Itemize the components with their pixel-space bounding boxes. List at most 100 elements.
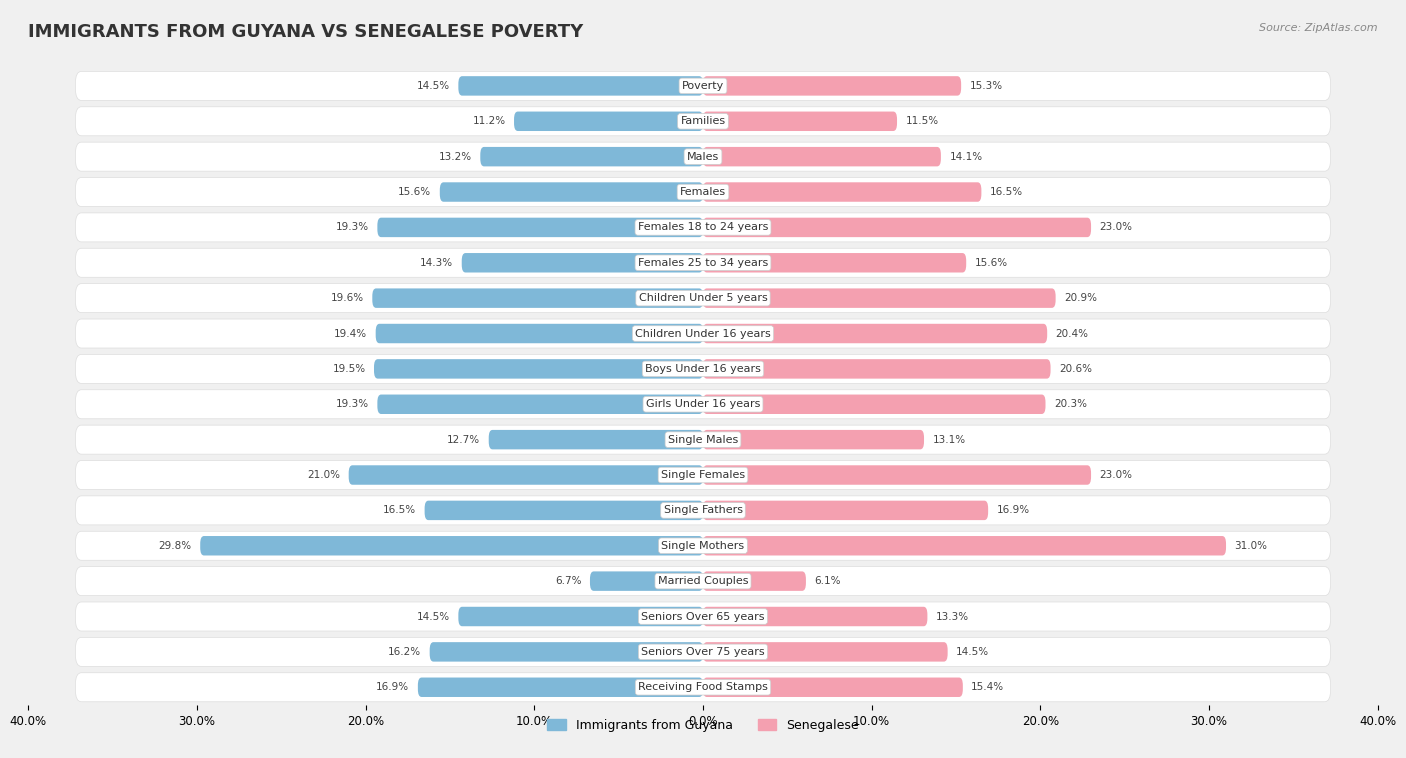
FancyBboxPatch shape: [703, 218, 1091, 237]
Text: Single Males: Single Males: [668, 434, 738, 445]
Text: Source: ZipAtlas.com: Source: ZipAtlas.com: [1260, 23, 1378, 33]
FancyBboxPatch shape: [703, 642, 948, 662]
FancyBboxPatch shape: [76, 355, 1330, 384]
Text: 6.1%: 6.1%: [814, 576, 841, 586]
Legend: Immigrants from Guyana, Senegalese: Immigrants from Guyana, Senegalese: [541, 714, 865, 737]
FancyBboxPatch shape: [76, 71, 1330, 100]
FancyBboxPatch shape: [458, 76, 703, 96]
FancyBboxPatch shape: [461, 253, 703, 273]
Text: 20.6%: 20.6%: [1059, 364, 1092, 374]
FancyBboxPatch shape: [76, 673, 1330, 702]
Text: 20.3%: 20.3%: [1054, 399, 1087, 409]
Text: Single Fathers: Single Fathers: [664, 506, 742, 515]
FancyBboxPatch shape: [76, 143, 1330, 171]
FancyBboxPatch shape: [703, 572, 806, 591]
FancyBboxPatch shape: [440, 183, 703, 202]
Text: 15.4%: 15.4%: [972, 682, 1004, 692]
FancyBboxPatch shape: [377, 395, 703, 414]
FancyBboxPatch shape: [703, 501, 988, 520]
FancyBboxPatch shape: [703, 253, 966, 273]
FancyBboxPatch shape: [591, 572, 703, 591]
Text: 16.5%: 16.5%: [990, 187, 1024, 197]
Text: 16.9%: 16.9%: [997, 506, 1029, 515]
Text: 19.5%: 19.5%: [332, 364, 366, 374]
Text: 15.6%: 15.6%: [398, 187, 432, 197]
Text: Seniors Over 75 years: Seniors Over 75 years: [641, 647, 765, 657]
FancyBboxPatch shape: [703, 324, 1047, 343]
FancyBboxPatch shape: [76, 567, 1330, 596]
Text: 13.1%: 13.1%: [932, 434, 966, 445]
FancyBboxPatch shape: [200, 536, 703, 556]
Text: IMMIGRANTS FROM GUYANA VS SENEGALESE POVERTY: IMMIGRANTS FROM GUYANA VS SENEGALESE POV…: [28, 23, 583, 41]
FancyBboxPatch shape: [76, 602, 1330, 631]
FancyBboxPatch shape: [458, 606, 703, 626]
Text: 13.2%: 13.2%: [439, 152, 472, 161]
Text: 29.8%: 29.8%: [159, 540, 191, 551]
Text: 15.3%: 15.3%: [970, 81, 1002, 91]
FancyBboxPatch shape: [703, 111, 897, 131]
Text: 20.9%: 20.9%: [1064, 293, 1097, 303]
FancyBboxPatch shape: [76, 425, 1330, 454]
Text: Single Mothers: Single Mothers: [661, 540, 745, 551]
Text: 19.4%: 19.4%: [335, 328, 367, 339]
FancyBboxPatch shape: [703, 678, 963, 697]
FancyBboxPatch shape: [76, 177, 1330, 206]
Text: 11.2%: 11.2%: [472, 116, 506, 127]
Text: Single Females: Single Females: [661, 470, 745, 480]
Text: Married Couples: Married Couples: [658, 576, 748, 586]
Text: 16.5%: 16.5%: [382, 506, 416, 515]
FancyBboxPatch shape: [703, 395, 1046, 414]
Text: 11.5%: 11.5%: [905, 116, 939, 127]
FancyBboxPatch shape: [703, 465, 1091, 485]
FancyBboxPatch shape: [76, 319, 1330, 348]
Text: Girls Under 16 years: Girls Under 16 years: [645, 399, 761, 409]
FancyBboxPatch shape: [373, 289, 703, 308]
FancyBboxPatch shape: [418, 678, 703, 697]
Text: 14.5%: 14.5%: [956, 647, 990, 657]
FancyBboxPatch shape: [703, 430, 924, 449]
Text: Poverty: Poverty: [682, 81, 724, 91]
FancyBboxPatch shape: [76, 213, 1330, 242]
Text: Children Under 16 years: Children Under 16 years: [636, 328, 770, 339]
Text: 19.3%: 19.3%: [336, 399, 368, 409]
Text: 12.7%: 12.7%: [447, 434, 481, 445]
Text: Seniors Over 65 years: Seniors Over 65 years: [641, 612, 765, 622]
Text: 21.0%: 21.0%: [308, 470, 340, 480]
FancyBboxPatch shape: [76, 390, 1330, 418]
FancyBboxPatch shape: [703, 76, 962, 96]
FancyBboxPatch shape: [76, 107, 1330, 136]
FancyBboxPatch shape: [374, 359, 703, 379]
Text: 23.0%: 23.0%: [1099, 470, 1132, 480]
FancyBboxPatch shape: [703, 289, 1056, 308]
FancyBboxPatch shape: [76, 461, 1330, 490]
Text: Boys Under 16 years: Boys Under 16 years: [645, 364, 761, 374]
FancyBboxPatch shape: [76, 283, 1330, 312]
Text: 16.2%: 16.2%: [388, 647, 422, 657]
FancyBboxPatch shape: [481, 147, 703, 167]
FancyBboxPatch shape: [349, 465, 703, 485]
Text: 14.3%: 14.3%: [420, 258, 453, 268]
FancyBboxPatch shape: [76, 637, 1330, 666]
Text: 20.4%: 20.4%: [1056, 328, 1088, 339]
Text: 31.0%: 31.0%: [1234, 540, 1267, 551]
FancyBboxPatch shape: [375, 324, 703, 343]
FancyBboxPatch shape: [430, 642, 703, 662]
FancyBboxPatch shape: [703, 536, 1226, 556]
Text: Females 18 to 24 years: Females 18 to 24 years: [638, 222, 768, 233]
FancyBboxPatch shape: [489, 430, 703, 449]
Text: 14.5%: 14.5%: [416, 81, 450, 91]
Text: Children Under 5 years: Children Under 5 years: [638, 293, 768, 303]
FancyBboxPatch shape: [76, 531, 1330, 560]
FancyBboxPatch shape: [703, 359, 1050, 379]
FancyBboxPatch shape: [703, 183, 981, 202]
Text: 19.3%: 19.3%: [336, 222, 368, 233]
Text: 16.9%: 16.9%: [377, 682, 409, 692]
Text: 23.0%: 23.0%: [1099, 222, 1132, 233]
FancyBboxPatch shape: [515, 111, 703, 131]
FancyBboxPatch shape: [425, 501, 703, 520]
FancyBboxPatch shape: [703, 147, 941, 167]
Text: 14.1%: 14.1%: [949, 152, 983, 161]
Text: 15.6%: 15.6%: [974, 258, 1008, 268]
Text: Females: Females: [681, 187, 725, 197]
FancyBboxPatch shape: [76, 496, 1330, 525]
